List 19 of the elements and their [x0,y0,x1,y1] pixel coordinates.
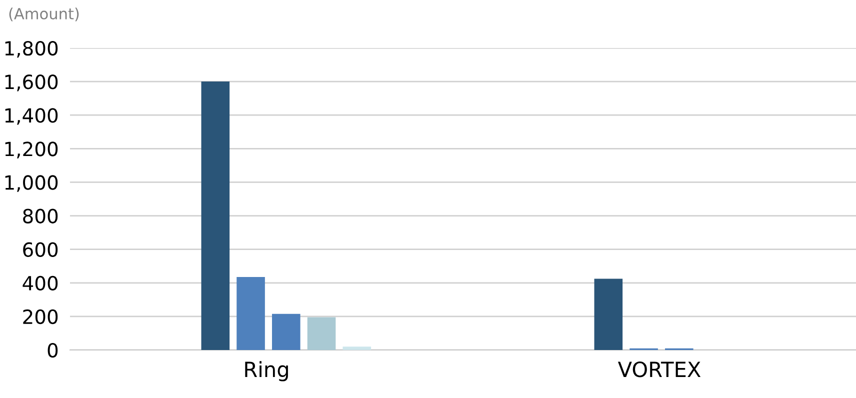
x-tick-label: Ring [245,361,288,382]
y-tick-label: 600 [23,242,58,257]
bar [307,317,336,350]
bar [594,278,623,350]
y-tick-label: 1,200 [5,142,58,158]
y-tick-label: 1,600 [5,74,58,92]
y-tick-label: 1,400 [5,108,58,125]
y-tick-label: 800 [23,208,58,224]
y-tick-label: 0 [48,342,58,358]
y-tick-label: 200 [23,309,58,324]
bar [342,346,372,350]
y-axis-title: (Amount) [9,8,79,22]
y-tick-label: 1,000 [5,175,58,192]
bar [272,314,300,350]
y-tick-label: 400 [22,276,58,291]
y-tick-label: 1,800 [5,40,58,58]
bar [236,277,265,350]
x-tick-label: VORTEX [618,361,701,378]
bar [201,82,230,350]
